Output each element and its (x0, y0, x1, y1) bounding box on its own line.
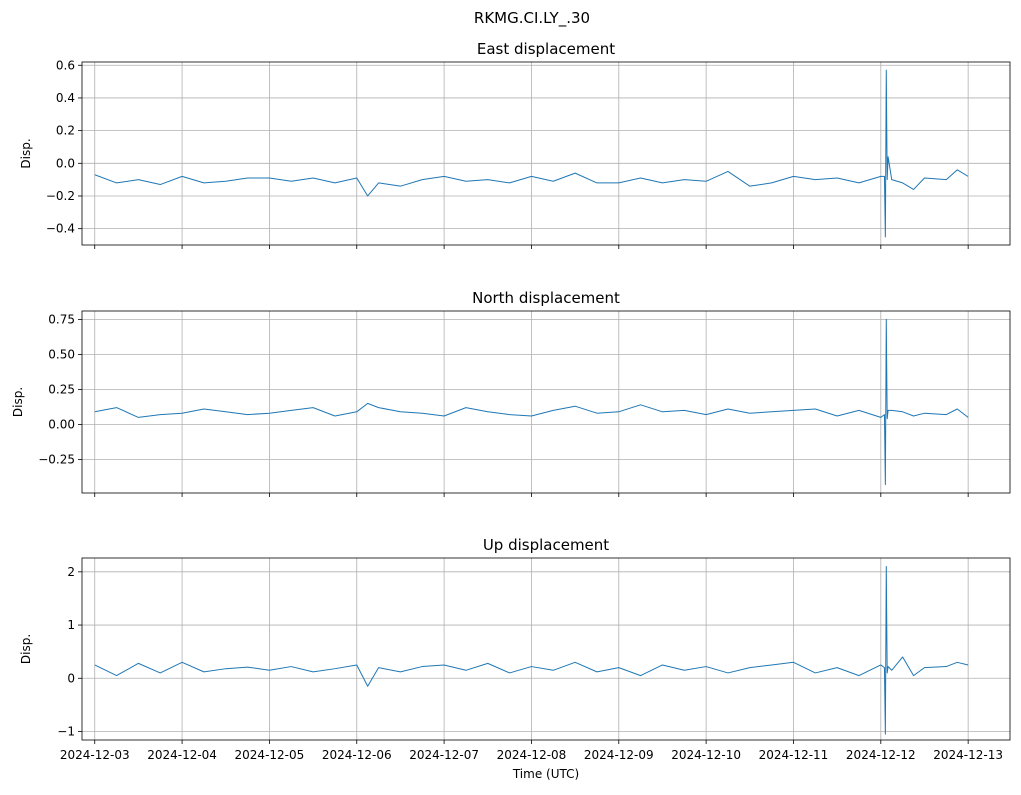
x-tick-label: 2024-12-08 (497, 748, 567, 762)
x-tick-label: 2024-12-06 (322, 748, 392, 762)
y-tick-label: 0.25 (48, 382, 75, 396)
x-tick-label: 2024-12-09 (584, 748, 654, 762)
y-tick-label: −0.4 (46, 222, 75, 236)
x-tick-label: 2024-12-12 (846, 748, 916, 762)
figure-suptitle: RKMG.CI.LY_.30 (474, 9, 590, 28)
x-tick-label: 2024-12-13 (933, 748, 1003, 762)
y-tick-label: −0.25 (38, 452, 75, 466)
subplot-up-displacement: −1 0 1 2 2024-12-03 2024-12-04 2024-12-05 2024-… (19, 536, 1011, 781)
series-line-north-displacement (94, 318, 969, 486)
subplot-north-displacement: −0.25 0.00 0.25 0.50 0.75 North displacement D… (11, 289, 1011, 497)
subplot-east-displacement: −0.4 −0.2 0.0 0.2 0.4 0.6 East displacement Dis… (19, 40, 1011, 249)
y-axis-label: Disp. (11, 387, 25, 417)
subplot-title: North displacement (472, 289, 620, 307)
y-tick-label: 0.00 (48, 417, 75, 431)
y-tick-label: 0.6 (56, 58, 75, 72)
y-axis-label: Disp. (19, 138, 33, 168)
x-axis-label: Time (UTC) (512, 767, 579, 781)
y-tick-label: 0.4 (56, 91, 75, 105)
x-tick-label: 2024-12-10 (671, 748, 741, 762)
x-tick-label: 2024-12-05 (235, 748, 305, 762)
subplot-title: East displacement (477, 40, 615, 58)
subplot-panels: −0.4 −0.2 0.0 0.2 0.4 0.6 East displacement Dis… (11, 40, 1011, 781)
x-tick-label: 2024-12-03 (60, 748, 130, 762)
axes-frame (81, 61, 1011, 246)
y-tick-label: 0 (67, 671, 75, 685)
x-tick-label: 2024-12-07 (409, 748, 479, 762)
y-tick-label: −0.2 (46, 189, 75, 203)
y-tick-label: 0.50 (48, 347, 75, 361)
axes-frame (81, 557, 1011, 741)
series-line-east-displacement (94, 69, 969, 238)
series-line-up-displacement (94, 566, 969, 735)
x-tick-label: 2024-12-11 (759, 748, 829, 762)
axes-frame (81, 310, 1011, 494)
y-tick-label: 0.2 (56, 124, 75, 138)
x-tick-label: 2024-12-04 (147, 748, 217, 762)
y-tick-label: 2 (67, 565, 75, 579)
y-tick-label: −1 (57, 724, 75, 738)
y-tick-label: 0.0 (56, 156, 75, 170)
y-tick-label: 1 (67, 618, 75, 632)
subplot-title: Up displacement (483, 536, 609, 554)
y-axis-label: Disp. (19, 634, 33, 664)
y-tick-label: 0.75 (48, 312, 75, 326)
